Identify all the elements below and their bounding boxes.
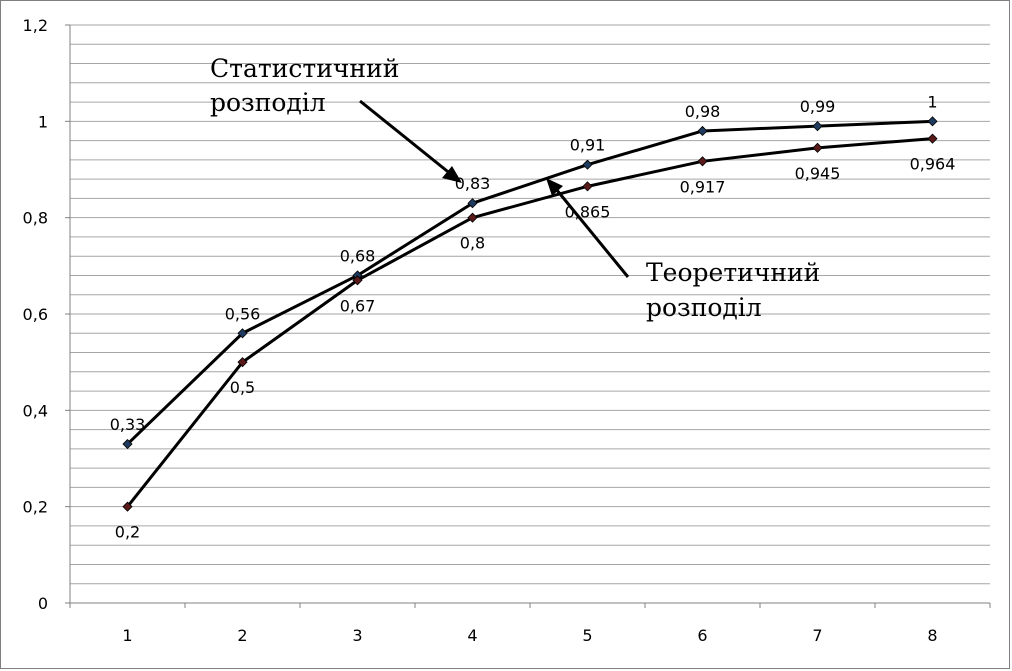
annotation-theoretical-line1: Теоретичний bbox=[646, 258, 820, 287]
series-1-data-label: 0,33 bbox=[110, 415, 146, 434]
annotation-statistical: Статистичний розподіл bbox=[210, 54, 462, 183]
y-tick-label: 0,2 bbox=[23, 498, 48, 517]
series-1-data-label: 0,56 bbox=[225, 304, 261, 323]
annotation-statistical-line2: розподіл bbox=[210, 88, 326, 117]
annotation-statistical-arrowhead bbox=[442, 166, 462, 183]
x-tick-label: 5 bbox=[582, 626, 592, 645]
y-tick-label: 0 bbox=[38, 594, 48, 613]
series-2-data-label: 0,865 bbox=[565, 202, 611, 221]
series-1-point bbox=[927, 116, 938, 127]
series-line-1 bbox=[126, 119, 933, 446]
series-1-data-label: 1 bbox=[927, 92, 937, 111]
series-2-data-label: 0,945 bbox=[795, 164, 841, 183]
series-2-point bbox=[237, 357, 248, 368]
series-2-point bbox=[927, 133, 938, 144]
series-1-point bbox=[582, 159, 593, 170]
series-layer bbox=[122, 116, 938, 512]
series-1-point bbox=[122, 438, 133, 450]
x-tick-label: 8 bbox=[927, 626, 937, 645]
series-1-data-label: 0,83 bbox=[455, 174, 491, 193]
series-1-point bbox=[697, 125, 708, 137]
series-2-point bbox=[352, 275, 363, 286]
x-tick-label: 6 bbox=[697, 626, 707, 645]
series-2-point bbox=[812, 142, 823, 153]
series-2-data-label: 0,917 bbox=[680, 177, 726, 196]
annotation-statistical-line1: Статистичний bbox=[210, 54, 399, 83]
y-tick-label: 0,6 bbox=[23, 305, 48, 324]
series-1-data-label: 0,99 bbox=[800, 97, 836, 116]
series-1-data-label: 0,98 bbox=[685, 102, 721, 121]
y-tick-label: 0,4 bbox=[23, 401, 48, 420]
series-line-2 bbox=[126, 137, 933, 508]
data-labels: 0,33 0,56 0,68 0,83 0,91 0,98 0,99 1 0,2 0,5 0,67 0… bbox=[110, 92, 956, 541]
annotation-theoretical-arrow bbox=[554, 188, 630, 278]
series-1-data-label: 0,91 bbox=[570, 136, 606, 155]
series-2-point bbox=[582, 181, 593, 192]
series-2-point bbox=[697, 156, 708, 167]
x-tick-label: 7 bbox=[812, 626, 822, 645]
x-tick-label: 2 bbox=[237, 626, 247, 645]
annotation-statistical-arrow bbox=[359, 99, 453, 177]
series-2-data-label: 0,5 bbox=[230, 378, 255, 397]
series-2-data-label: 0,67 bbox=[340, 296, 376, 315]
annotation-theoretical-line2: розподіл bbox=[646, 293, 762, 322]
y-tick-label: 1,2 bbox=[23, 16, 48, 35]
series-2-point bbox=[122, 501, 133, 512]
series-2-point bbox=[467, 212, 478, 223]
x-tick-label: 1 bbox=[122, 626, 132, 645]
series-2-data-label: 0,8 bbox=[460, 234, 485, 253]
annotation-theoretical-arrowhead bbox=[546, 178, 563, 196]
x-tick-label: 4 bbox=[467, 626, 477, 645]
series-1-point bbox=[812, 121, 823, 132]
grid-lines bbox=[70, 24, 990, 604]
x-tick-label: 3 bbox=[352, 626, 362, 645]
series-2-data-label: 0,964 bbox=[910, 155, 956, 174]
y-tick-label: 0,8 bbox=[23, 209, 48, 228]
y-tick-label: 1 bbox=[38, 112, 48, 131]
axes: 0 0,2 0,4 0,6 0,8 1 1,2 1 2 3 4 5 6 7 8 bbox=[23, 16, 991, 645]
series-1-point bbox=[467, 198, 478, 209]
series-2-data-label: 0,2 bbox=[115, 523, 140, 542]
annotation-theoretical: Теоретичний розподіл bbox=[546, 178, 820, 322]
series-1-point bbox=[237, 328, 248, 339]
series-1-data-label: 0,68 bbox=[340, 246, 376, 265]
